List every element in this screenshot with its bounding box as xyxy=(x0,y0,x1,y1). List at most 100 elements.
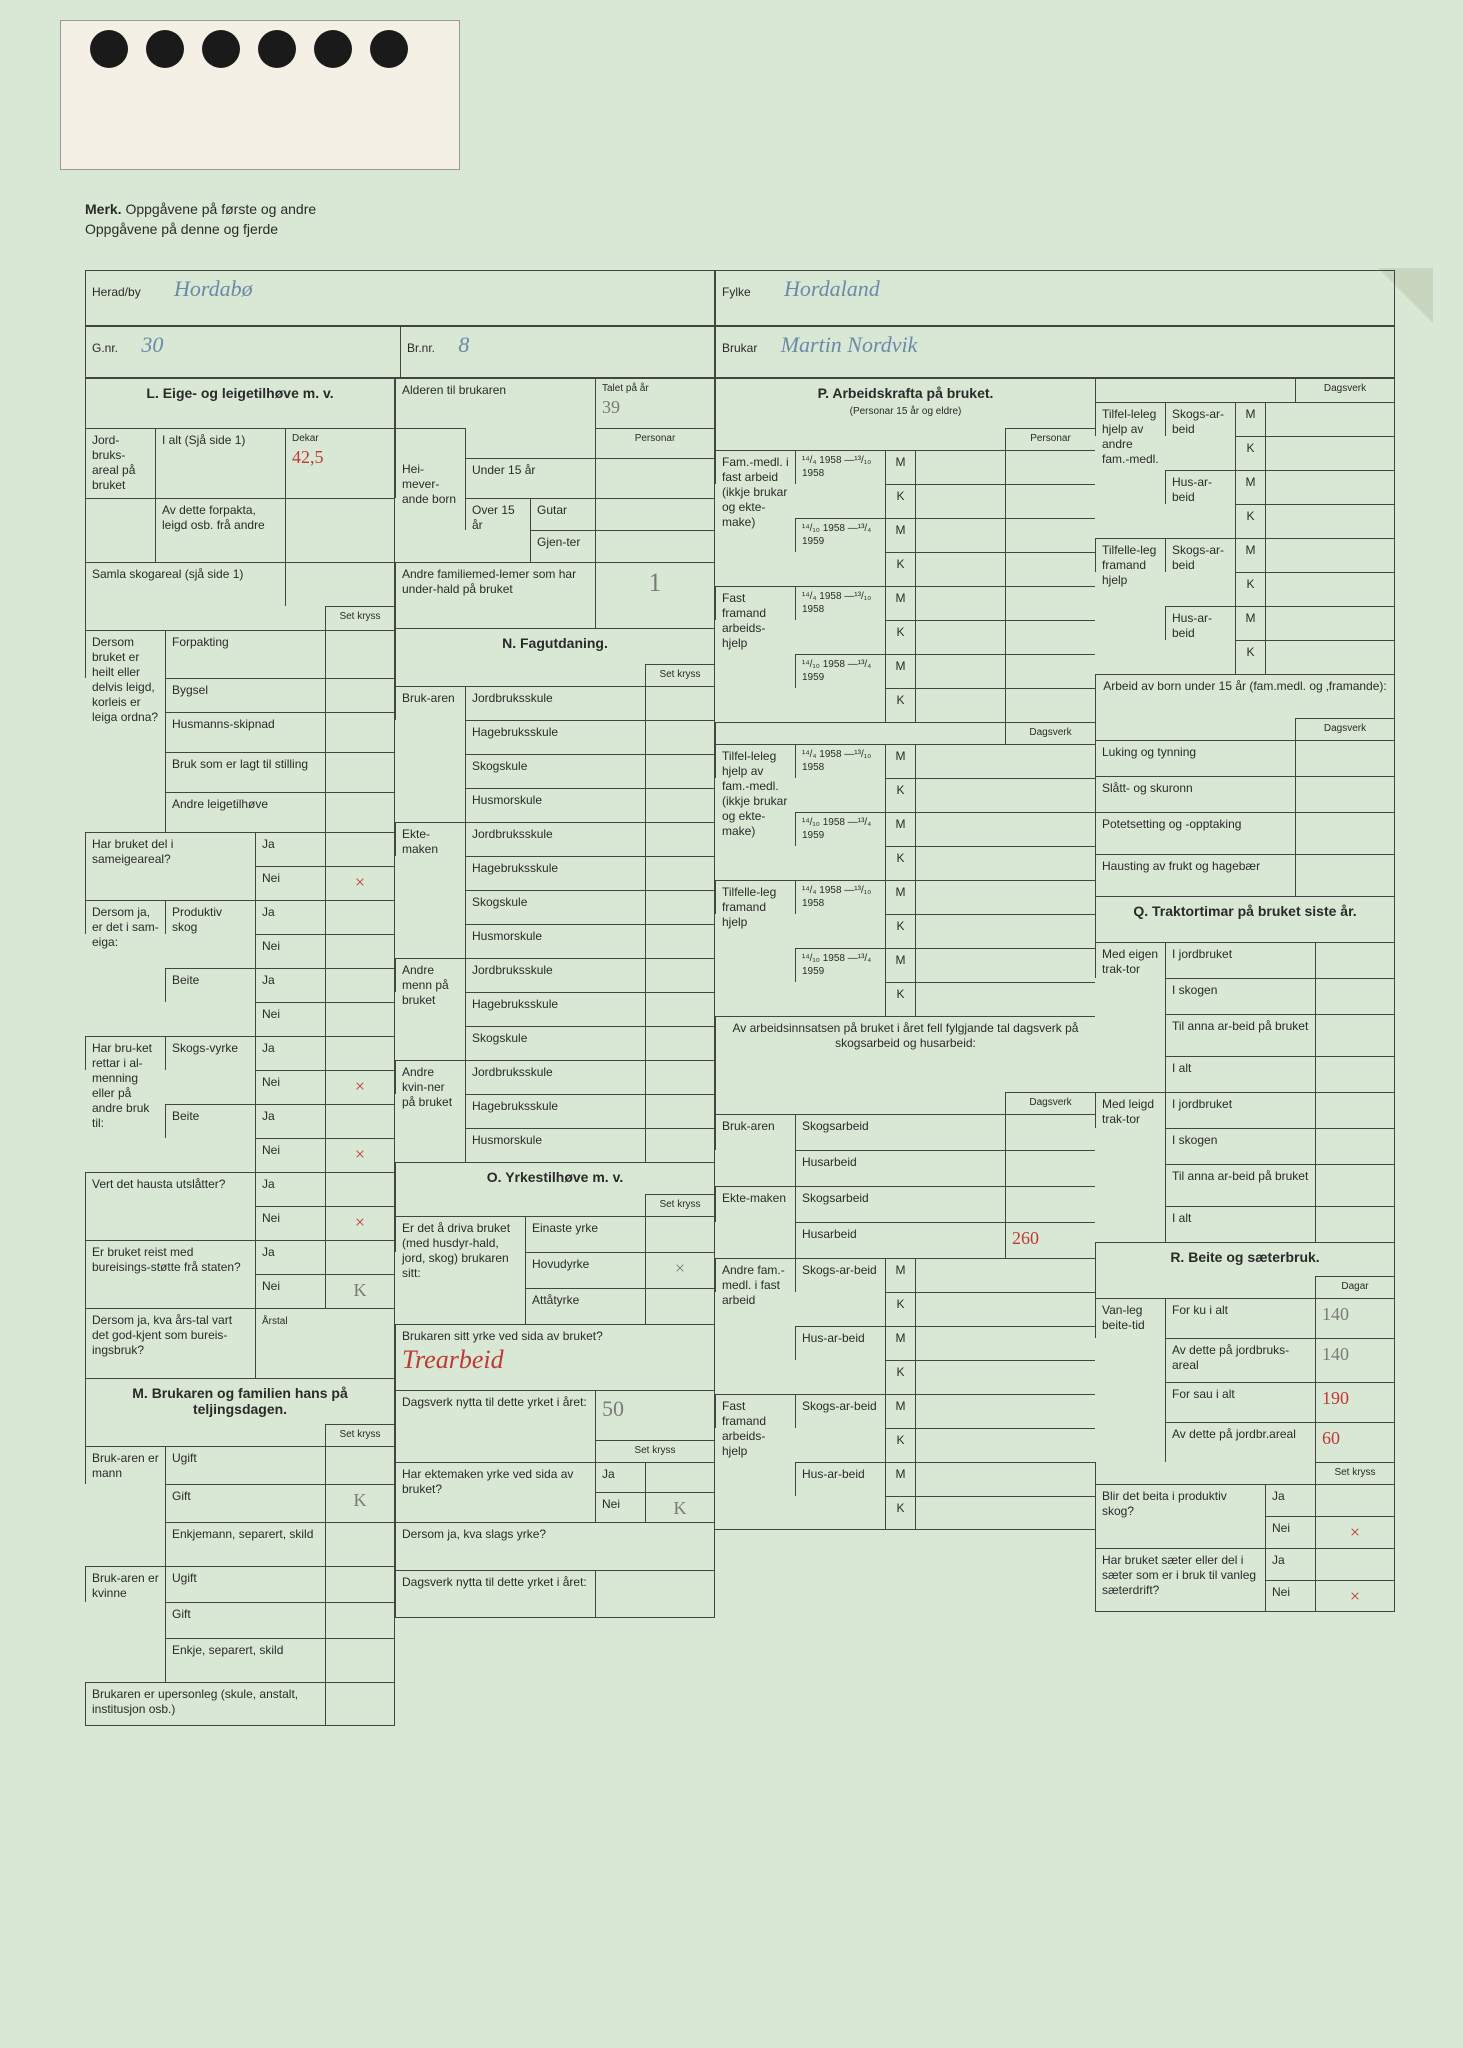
p-m1: M xyxy=(885,450,915,484)
dagsverk-p1: Dagsverk xyxy=(1005,722,1095,744)
merk-line1: Oppgåvene på første og andre xyxy=(125,201,316,217)
gnr-value: 30 xyxy=(141,332,163,357)
r-k1: K xyxy=(1235,436,1265,470)
q-jord-2: I jordbruket xyxy=(1165,1092,1315,1128)
o-ja: Ja xyxy=(595,1462,645,1492)
brukar-label: Brukar xyxy=(722,341,757,355)
r-tilf-fram: Tilfelle-leg framand hjelp xyxy=(1095,538,1165,572)
gjenter: Gjen-ter xyxy=(530,530,595,562)
gnr-label: G.nr. xyxy=(92,341,118,355)
dagsverk-r2: Dagsverk xyxy=(1295,718,1395,740)
p-m11: M xyxy=(885,1394,915,1428)
x-nei-6: × xyxy=(325,1206,395,1240)
k-nei-7: K xyxy=(325,1274,395,1308)
nei-3: Nei xyxy=(255,1002,325,1036)
r-m2: M xyxy=(1235,470,1265,504)
p-m9: M xyxy=(885,1258,915,1292)
avdette-label: Av dette forpakta, leigd osb. frå andre xyxy=(155,498,285,562)
r-nei-2: Nei xyxy=(1265,1580,1315,1611)
r-avdettesau: Av dette på jordbr.areal xyxy=(1165,1422,1315,1462)
q-jord-1: I jordbruket xyxy=(1165,942,1315,978)
n-hage-4: Hagebruksskule xyxy=(465,1094,645,1128)
enkje-k: Enkje, separert, skild xyxy=(165,1638,325,1682)
r-avdetteku: Av dette på jordbruks-areal xyxy=(1165,1338,1315,1382)
p-k9: K xyxy=(885,1292,915,1326)
r-forku-value: 140 xyxy=(1315,1298,1395,1338)
q-skog-1: I skogen xyxy=(1165,978,1315,1014)
p-k8: K xyxy=(885,982,915,1016)
herad-label: Herad/by xyxy=(92,285,141,299)
gift-k: Gift xyxy=(165,1602,325,1638)
q-leigd: Med leigd trak-tor xyxy=(1095,1092,1165,1128)
beite-2: Beite xyxy=(165,1104,255,1138)
p-andrefam2: Andre fam.-medl. i fast arbeid xyxy=(715,1258,795,1292)
section-m-title: M. Brukaren og familien hans på teljings… xyxy=(85,1378,395,1424)
n-jord-3: Jordbruksskule xyxy=(465,958,645,992)
p-k2: K xyxy=(885,552,915,586)
r-avdetteku-value: 140 xyxy=(1315,1338,1395,1382)
ja-6: Ja xyxy=(255,1172,325,1206)
r-hus-1: Hus-ar-beid xyxy=(1165,470,1235,504)
r-luking: Luking og tynning xyxy=(1095,740,1295,776)
r-forsau-value: 190 xyxy=(1315,1382,1395,1422)
p-m5: M xyxy=(885,744,915,778)
n-hus-2: Husmorskule xyxy=(465,924,645,958)
dagsverk-p2: Dagsverk xyxy=(1005,1092,1095,1114)
p-k1: K xyxy=(885,484,915,518)
q-anna-2: Til anna ar-beid på bruket xyxy=(1165,1164,1315,1206)
q-skog-2: I skogen xyxy=(1165,1128,1315,1164)
o-dagsverk2: Dagsverk nytta til dette yrket i året: xyxy=(395,1570,595,1617)
ja-5: Ja xyxy=(255,1104,325,1138)
merk-line2: Oppgåvene på denne og fjerde xyxy=(85,221,278,237)
r-slatt: Slått- og skuronn xyxy=(1095,776,1295,812)
brnr-label: Br.nr. xyxy=(407,341,435,355)
p-hus-1: Husarbeid xyxy=(795,1150,1005,1186)
p-ekte2: Ekte-maken xyxy=(715,1186,795,1222)
o-erdet: Er det å driva bruket (med husdyr-hald, … xyxy=(395,1216,525,1252)
nei-7: Nei xyxy=(255,1274,325,1308)
k-gift: K xyxy=(325,1484,395,1522)
n-hage-2: Hagebruksskule xyxy=(465,856,645,890)
brnr-value: 8 xyxy=(458,332,469,357)
sameige-q: Har bruket del i sameigeareal? xyxy=(85,832,255,866)
ja-2: Ja xyxy=(255,900,325,934)
p-brukaren2: Bruk-aren xyxy=(715,1114,795,1150)
r-harbruket: Har bruket sæter eller del i sæter som e… xyxy=(1095,1548,1265,1580)
r-vanleg: Van-leg beite-tid xyxy=(1095,1298,1165,1338)
p-d2-1: ¹⁴/₁₀ 1958 —¹³/₄ 1959 xyxy=(795,518,885,552)
r-ja-1: Ja xyxy=(1265,1484,1315,1516)
r-m1: M xyxy=(1235,402,1265,436)
o-nei: Nei xyxy=(595,1492,645,1522)
under15: Under 15 år xyxy=(465,458,595,498)
prodskog: Produktiv skog xyxy=(165,900,255,934)
p-skogs-sub1: Skogs-ar-beid xyxy=(795,1258,885,1292)
o-attat: Attåtyrke xyxy=(525,1288,645,1324)
n-hage-1: Hagebruksskule xyxy=(465,720,645,754)
brukmann: Bruk-aren er mann xyxy=(85,1446,165,1484)
p-d2-4: ¹⁴/₁₀ 1958 —¹³/₄ 1959 xyxy=(795,948,885,982)
q-ialt-1: I alt xyxy=(1165,1056,1315,1092)
p-hus-2-value: 260 xyxy=(1005,1222,1095,1258)
p-k6: K xyxy=(885,846,915,880)
p-m12: M xyxy=(885,1462,915,1496)
x-nei-5: × xyxy=(325,1138,395,1172)
section-o-title: O. Yrkestilhøve m. v. xyxy=(395,1162,715,1194)
r-tilf-fam: Tilfel-leleg hjelp av andre fam.-medl. xyxy=(1095,402,1165,436)
r-skogs-1: Skogs-ar-beid xyxy=(1165,402,1235,436)
r-x-1: × xyxy=(1315,1516,1395,1548)
p-skogs-sub2: Skogs-ar-beid xyxy=(795,1394,885,1428)
o-sideyrke-value: Trearbeid xyxy=(402,1344,708,1377)
o-dagsverk1-value: 50 xyxy=(595,1390,715,1440)
dekar-value: 42,5 xyxy=(292,446,388,469)
n-skog-1: Skogskule xyxy=(465,754,645,788)
ja-1: Ja xyxy=(255,832,325,866)
p-m10: M xyxy=(885,1326,915,1360)
o-einaste: Einaste yrke xyxy=(525,1216,645,1252)
samla-label: Samla skogareal (sjå side 1) xyxy=(85,562,285,606)
p-k10: K xyxy=(885,1360,915,1394)
forpakting: Forpakting xyxy=(165,630,325,678)
o-hovud: Hovudyrke xyxy=(525,1252,645,1288)
p-fastfram2: Fast framand arbeids-hjelp xyxy=(715,1394,795,1428)
p-innsats: Av arbeidsinnsatsen på bruket i året fel… xyxy=(715,1016,1095,1092)
personar-p: Personar xyxy=(1005,428,1095,450)
